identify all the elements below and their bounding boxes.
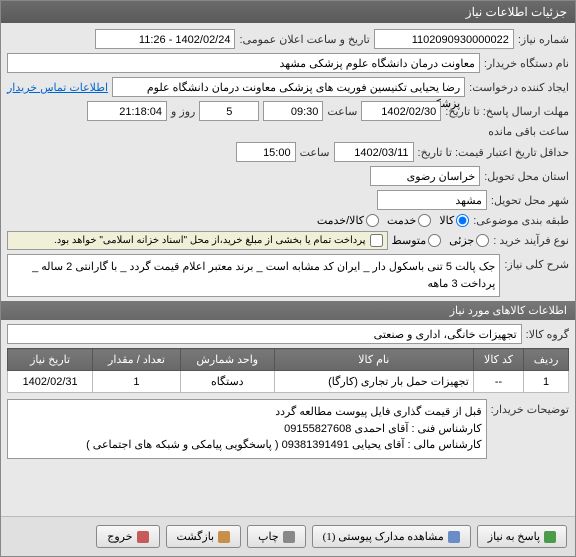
- print-icon: [283, 531, 295, 543]
- general-desc-value: جک پالت 5 تنی باسکول دار _ ایران کد مشاب…: [7, 254, 500, 297]
- td-code: --: [473, 371, 523, 393]
- th-qty: تعداد / مقدار: [93, 349, 181, 371]
- city-value: مشهد: [377, 190, 487, 210]
- td-unit: دستگاه: [180, 371, 274, 393]
- announce-dt-value: 1402/02/24 - 11:26: [95, 29, 235, 49]
- province-value: خراسان رضوی: [370, 166, 480, 186]
- payment-note-text: پرداخت تمام یا بخشی از مبلغ خرید،از محل …: [54, 235, 366, 246]
- radio-partial-input[interactable]: [476, 234, 489, 247]
- goods-table: ردیف کد کالا نام کالا واحد شمارش تعداد /…: [7, 348, 569, 393]
- purchase-radio-group: جزئی متوسط: [392, 234, 490, 247]
- radio-medium[interactable]: متوسط: [392, 234, 442, 247]
- general-desc-label: شرح کلی نیاز:: [504, 254, 569, 271]
- deadline-date: 1402/02/30: [361, 101, 441, 121]
- th-row: ردیف: [524, 349, 569, 371]
- radio-partial[interactable]: جزئی: [449, 234, 489, 247]
- th-date: تاریخ نیاز: [8, 349, 93, 371]
- need-no-value: 1102090930000022: [374, 29, 514, 49]
- buyer-notes-value: قبل از قیمت گذاری فایل پیوست مطالعه گردد…: [7, 399, 487, 459]
- td-name: تجهیزات حمل بار تجاری (کارگا): [274, 371, 473, 393]
- radio-both[interactable]: کالا/خدمت: [317, 214, 379, 227]
- category-radio-group: کالا خدمت کالا/خدمت: [317, 214, 469, 227]
- th-code: کد کالا: [473, 349, 523, 371]
- time-label-1: ساعت: [327, 105, 357, 118]
- back-icon: [218, 531, 230, 543]
- window-title: جزئیات اطلاعات نیاز: [466, 5, 567, 19]
- payment-note-box: پرداخت تمام یا بخشی از مبلغ خرید،از محل …: [7, 231, 388, 250]
- province-label: استان محل تحویل:: [484, 170, 569, 183]
- th-name: نام کالا: [274, 349, 473, 371]
- contact-info-link[interactable]: اطلاعات تماس خریدار: [7, 81, 108, 94]
- button-bar: پاسخ به نیاز مشاهده مدارک پیوستی (1) چاپ…: [1, 516, 575, 556]
- day-and-label: روز و: [171, 105, 195, 118]
- remaining-days: 5: [199, 101, 259, 121]
- goods-group-label: گروه کالا:: [526, 328, 569, 341]
- buyer-org-label: نام دستگاه خریدار:: [484, 57, 569, 70]
- buyer-org-value: معاونت درمان دانشگاه علوم پزشکی مشهد: [7, 53, 480, 73]
- need-no-label: شماره نیاز:: [518, 33, 569, 46]
- radio-goods[interactable]: کالا: [439, 214, 469, 227]
- attachments-button[interactable]: مشاهده مدارک پیوستی (1): [312, 525, 471, 548]
- exit-icon: [137, 531, 149, 543]
- deadline-time: 09:30: [263, 101, 323, 121]
- goods-section-header: اطلاعات کالاهای مورد نیاز: [1, 301, 575, 320]
- th-unit: واحد شمارش: [180, 349, 274, 371]
- back-button[interactable]: بازگشت: [166, 525, 242, 548]
- exit-button[interactable]: خروج: [96, 525, 159, 548]
- radio-goods-input[interactable]: [456, 214, 469, 227]
- city-label: شهر محل تحویل:: [491, 194, 569, 207]
- announce-dt-label: تاریخ و ساعت اعلان عمومی:: [239, 33, 369, 46]
- quote-valid-label: حداقل تاریخ اعتبار قیمت: تا تاریخ:: [418, 146, 569, 159]
- requester-value: رضا یحیایی تکنیسین فوریت های پزشکی معاون…: [112, 77, 465, 97]
- deadline-label: مهلت ارسال پاسخ: تا تاریخ:: [445, 105, 569, 118]
- radio-both-input[interactable]: [366, 214, 379, 227]
- requester-label: ایجاد کننده درخواست:: [469, 81, 569, 94]
- radio-service-input[interactable]: [418, 214, 431, 227]
- respond-button[interactable]: پاسخ به نیاز: [477, 525, 567, 548]
- td-row: 1: [524, 371, 569, 393]
- respond-icon: [544, 531, 556, 543]
- time-label-2: ساعت: [300, 146, 330, 159]
- remaining-time: 21:18:04: [87, 101, 167, 121]
- td-qty: 1: [93, 371, 181, 393]
- buyer-notes-label: توضیحات خریدار:: [491, 399, 569, 416]
- content-area: شماره نیاز: 1102090930000022 تاریخ و ساع…: [1, 23, 575, 516]
- radio-service[interactable]: خدمت: [387, 214, 431, 227]
- goods-group-value: تجهیزات خانگی، اداری و صنعتی: [7, 324, 522, 344]
- purchase-type-label: نوع فرآیند خرید :: [493, 234, 569, 247]
- print-button[interactable]: چاپ: [247, 525, 306, 548]
- payment-checkbox[interactable]: [370, 234, 383, 247]
- table-row[interactable]: 1 -- تجهیزات حمل بار تجاری (کارگا) دستگا…: [8, 371, 569, 393]
- quote-date: 1402/03/11: [334, 142, 414, 162]
- td-date: 1402/02/31: [8, 371, 93, 393]
- quote-time: 15:00: [236, 142, 296, 162]
- table-header-row: ردیف کد کالا نام کالا واحد شمارش تعداد /…: [8, 349, 569, 371]
- details-window: جزئیات اطلاعات نیاز شماره نیاز: 11020909…: [0, 0, 576, 557]
- radio-medium-input[interactable]: [428, 234, 441, 247]
- attachment-icon: [448, 531, 460, 543]
- remaining-label: ساعت باقی مانده: [488, 125, 569, 138]
- category-label: طبقه بندی موضوعی:: [473, 214, 569, 227]
- title-bar: جزئیات اطلاعات نیاز: [1, 1, 575, 23]
